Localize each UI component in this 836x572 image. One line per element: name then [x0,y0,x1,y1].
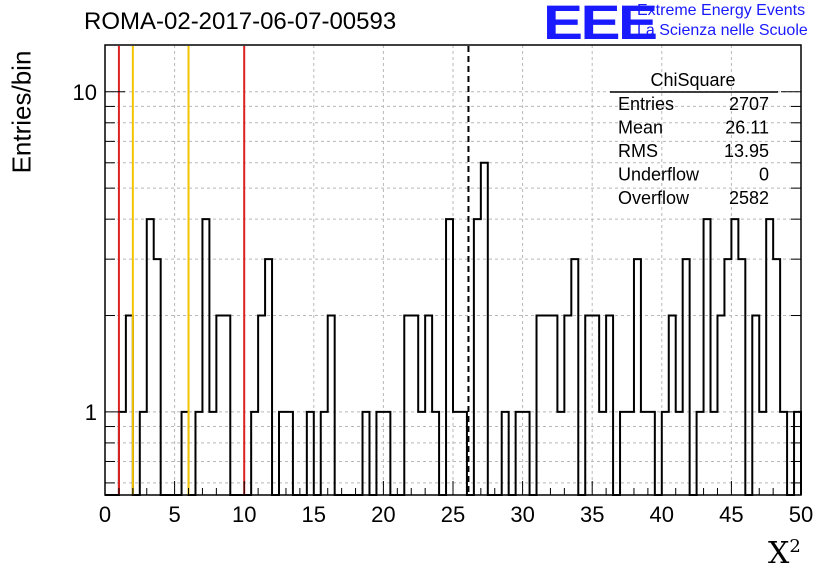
stats-value: 26.11 [725,118,769,138]
stats-label: RMS [618,141,658,161]
histogram-bin [202,219,209,495]
histogram-bin [154,259,161,495]
histogram-bin [216,316,223,495]
histogram-bin [704,219,711,495]
histogram-bin [724,259,731,495]
histogram-bin [404,316,411,495]
histogram-outline [105,163,801,495]
x-tick-label: 20 [371,502,395,527]
histogram-bin [328,316,335,495]
histogram-bin [446,219,453,495]
histogram-bin [731,219,738,495]
stats-title: ChiSquare [650,70,735,90]
y-tick-label: 10 [73,80,97,105]
stats-box: ChiSquare Entries 2707 Mean 26.11 RMS 13.95 Und… [610,70,778,208]
histogram-bin [606,316,613,495]
x-tick-label: 0 [99,502,111,527]
histogram-bin [717,316,724,495]
histogram-bin [634,259,641,495]
histogram-bin [425,316,432,495]
histogram-bin [773,259,780,495]
x-tick-label: 40 [650,502,674,527]
histogram-bin [585,316,592,495]
x-tick-label: 35 [580,502,604,527]
x-tick-label: 15 [302,502,326,527]
stats-label: Mean [618,118,663,138]
histogram-bin [481,163,488,495]
x-tick-label: 25 [441,502,465,527]
y-tick-label: 1 [85,400,97,425]
histogram-bin [474,219,481,495]
histogram-bin [537,316,544,495]
x-tick-label: 50 [789,502,813,527]
stats-value: 13.95 [724,141,769,161]
histogram [105,163,801,495]
stats-label: Underflow [618,165,700,185]
histogram-bin [564,316,571,495]
x-tick-label: 45 [719,502,743,527]
histogram-bin [147,219,154,495]
stats-value: 2582 [729,188,769,208]
tick-labels: 0 5 10 15 20 25 30 35 40 45 50 1 10 [73,80,814,527]
x-tick-label: 10 [232,502,256,527]
histogram-bin [683,259,690,495]
stats-value: 0 [759,165,769,185]
histogram-bin [126,316,133,495]
stats-label: Entries [618,94,674,114]
histogram-bin [752,316,759,495]
histogram-bin [265,259,272,495]
histogram-bin [223,316,230,495]
histogram-bin [592,316,599,495]
histogram-bin [543,316,550,495]
histogram-bin [571,259,578,495]
histogram-bin [738,259,745,495]
histogram-bin [258,316,265,495]
histogram-bin [411,316,418,495]
x-tick-label: 5 [168,502,180,527]
stats-label: Overflow [618,188,690,208]
x-tick-label: 30 [510,502,534,527]
histogram-bin [669,316,676,495]
histogram-bin [550,316,557,495]
histogram-bin [766,219,773,495]
stats-value: 2707 [729,94,769,114]
